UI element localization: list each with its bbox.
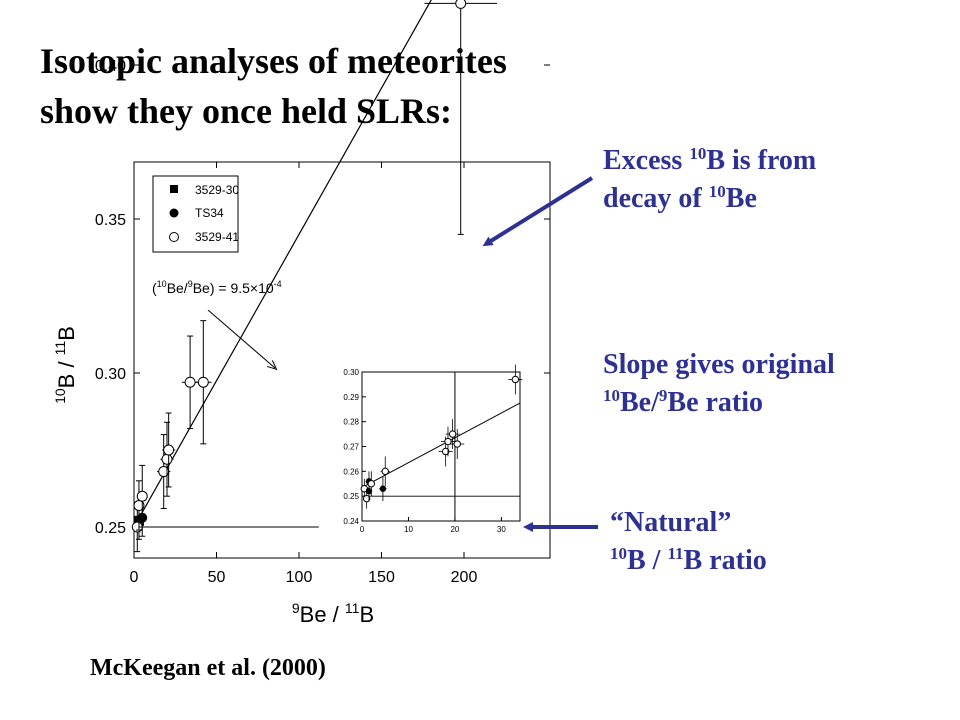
inset-data-point	[365, 488, 373, 495]
inset-data-point	[367, 480, 375, 488]
inset-data-point	[441, 447, 450, 456]
inset-data-point	[362, 494, 371, 503]
inset-x-tick-label: 10	[404, 525, 413, 534]
x-axis-title: 9Be / 11B	[292, 600, 374, 627]
legend-label-2: TS34	[195, 206, 224, 220]
inset-y-tick-label: 0.27	[343, 443, 359, 452]
inset-data-point	[448, 430, 457, 438]
excess-note: Excess 10B is from decay of 10Be	[603, 144, 817, 214]
data-point	[163, 444, 175, 456]
plot-frame	[133, 161, 551, 559]
y-tick-label: 0.30	[95, 366, 126, 383]
legend-label-3: 3529-41	[195, 230, 239, 244]
slide-title-line2: show they once held SLRs:	[40, 91, 453, 131]
fit-label-pointer	[207, 309, 275, 368]
inset-x-tick-label: 0	[360, 525, 365, 534]
inset-data-point	[444, 437, 452, 446]
legend-marker-filled-circle	[169, 208, 179, 218]
inset-data-point	[511, 375, 520, 384]
inset-frame	[361, 371, 521, 522]
data-point	[136, 490, 148, 502]
inset-data-point	[453, 440, 461, 448]
citation: McKeegan et al. (2000)	[90, 655, 326, 681]
slide-title: Isotopic analyses of meteorites show the…	[40, 36, 660, 136]
inset-data-point	[379, 485, 387, 492]
inset-y-tick-label: 0.26	[343, 467, 359, 476]
x-tick-label: 200	[451, 569, 478, 586]
natural-note: “Natural” 10B / 11B ratio	[610, 507, 767, 576]
slope-note: Slope gives original 10Be/9Be ratio	[603, 349, 835, 418]
y-axis-title: 10B / 11B	[52, 326, 79, 404]
x-tick-label: 100	[286, 569, 313, 586]
fit-line-label: (10Be/9Be) = 9.5×10-4	[152, 279, 282, 296]
x-tick-label: 50	[208, 569, 226, 586]
x-tick-label: 150	[368, 569, 395, 586]
inset-data-point	[381, 467, 389, 476]
data-point	[455, 0, 467, 9]
legend: 3529-30 TS34 3529-41	[152, 175, 239, 253]
data-point	[184, 376, 196, 388]
y-tick-label: 0.35	[95, 212, 126, 229]
data-point	[197, 376, 209, 388]
y-tick-label: 0.25	[95, 520, 126, 537]
inset-y-tick-label: 0.24	[343, 517, 359, 526]
x-tick-label: 0	[130, 569, 139, 586]
inset-x-tick-label: 30	[497, 525, 506, 534]
data-point	[161, 453, 173, 465]
excess-arrow	[482, 176, 594, 247]
y-tick-label: 0.40	[95, 58, 126, 75]
inset-y-tick-label: 0.30	[343, 368, 359, 377]
fit-line	[133, 0, 432, 528]
inset-fit-line	[361, 402, 521, 488]
slide-title-line1: Isotopic analyses of meteorites	[40, 41, 507, 81]
inset-y-tick-label: 0.25	[343, 492, 359, 501]
legend-label-1: 3529-30	[195, 183, 239, 197]
legend-box	[152, 175, 239, 253]
legend-marker-filled-square	[170, 185, 178, 193]
inset-y-tick-label: 0.28	[343, 418, 359, 427]
inset-x-tick-label: 20	[450, 525, 459, 534]
inset-y-tick-label: 0.29	[343, 393, 359, 402]
legend-marker-open-circle	[169, 232, 179, 242]
